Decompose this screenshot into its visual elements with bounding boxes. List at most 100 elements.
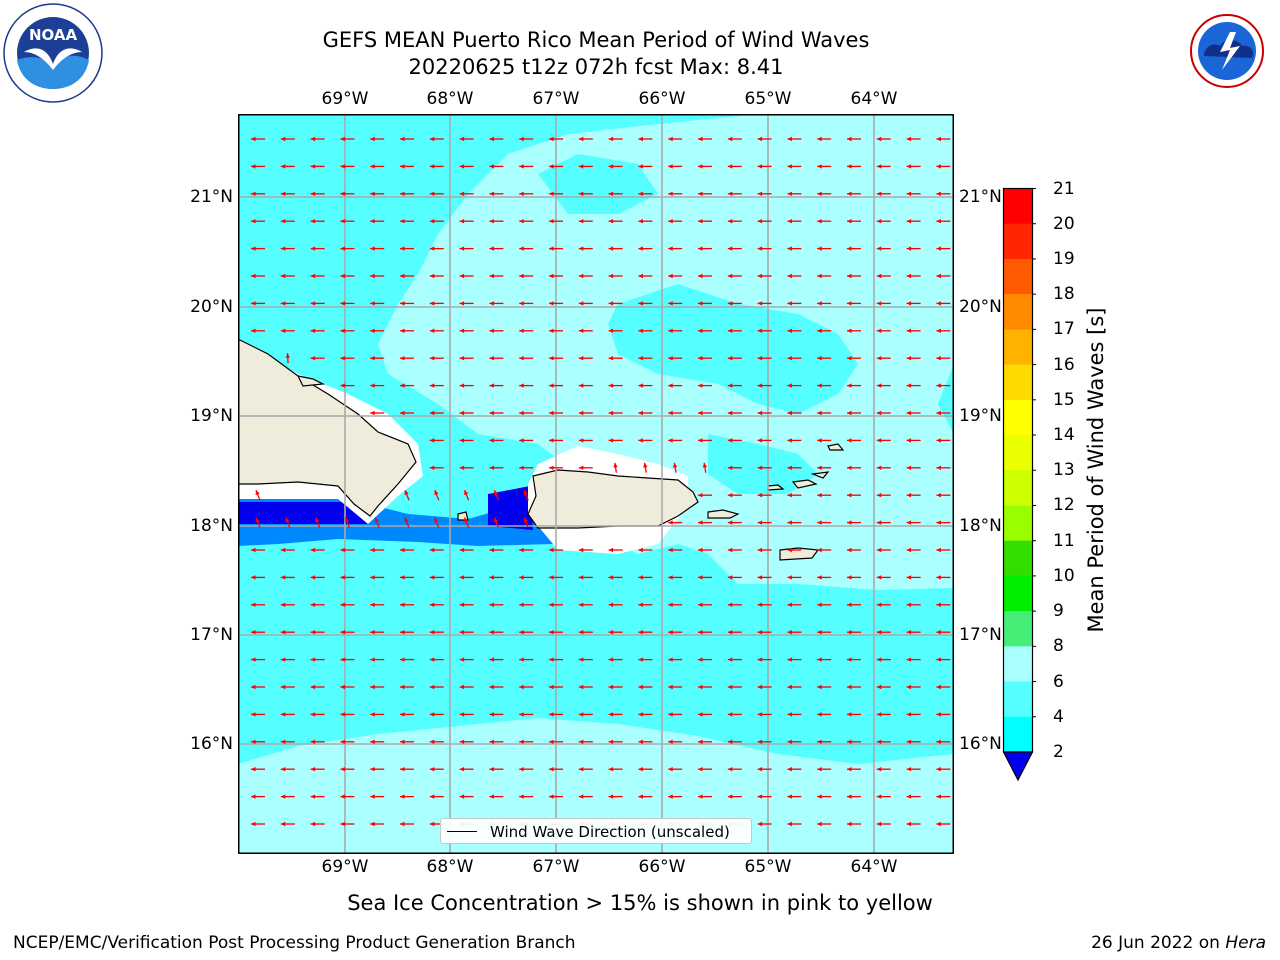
lat-label-left: 20°N (190, 297, 233, 317)
colorbar-swatch (1003, 575, 1033, 612)
wave-vector-head (251, 821, 256, 827)
wave-vector-head (817, 246, 822, 251)
chart-subtitle: 20220625 t12z 072h fcst Max: 8.41 (408, 55, 784, 79)
wave-vector-head (310, 301, 316, 306)
wave-vector-head (489, 328, 494, 333)
wave-vector-head (459, 712, 465, 717)
wave-vector-head (787, 164, 792, 169)
lon-label-bottom: 66°W (638, 857, 686, 877)
wave-vector-head (727, 246, 733, 251)
date-text: 26 Jun 2022 on (1091, 933, 1226, 953)
wave-vector-head (519, 136, 524, 142)
wave-vector-head (847, 273, 852, 279)
wave-vector-head (280, 328, 286, 333)
colorbar-swatch (1003, 364, 1033, 401)
wave-vector-head (817, 301, 822, 306)
wave-vector-head (936, 575, 941, 580)
wave-vector-head (400, 547, 405, 553)
wave-vector-head (817, 465, 822, 470)
wave-vector-head (638, 219, 643, 224)
wave-vector-head (727, 465, 733, 470)
lat-label-right: 18°N (959, 516, 1002, 536)
wave-vector-head (429, 630, 435, 635)
wave-vector-head (847, 136, 852, 142)
wave-vector-head (847, 383, 852, 388)
wave-vector-head (876, 630, 882, 635)
wave-vector-head (400, 410, 405, 416)
wave-vector-head (340, 821, 345, 827)
wave-vector-head (285, 353, 290, 358)
wave-vector-head (847, 493, 852, 498)
wave-vector-head (668, 739, 673, 744)
wave-vector-head (549, 383, 554, 388)
wave-vector-head (519, 410, 524, 416)
wave-vector-head (578, 246, 584, 251)
wave-vector-head (787, 246, 792, 251)
wave-vector-head (757, 465, 763, 470)
wave-vector-head (608, 602, 614, 607)
wave-vector-head (638, 410, 643, 416)
wave-vector-head (936, 657, 941, 662)
wave-vector-head (370, 273, 375, 279)
wave-vector-head (757, 520, 763, 525)
colorbar-level-label: 19 (1053, 248, 1075, 269)
wave-vector-head (464, 517, 469, 523)
wave-vector-head (698, 328, 703, 333)
wave-vector-head (429, 465, 435, 470)
wave-vector-head (608, 356, 614, 361)
wave-vector-head (817, 410, 822, 416)
wave-vector-head (549, 219, 554, 224)
wave-vector-head (310, 794, 316, 799)
wave-vector-head (698, 739, 703, 744)
wave-vector-head (404, 517, 409, 523)
wave-vector-head (668, 328, 673, 333)
period-field-2-4 (238, 486, 558, 546)
wave-vector-head (847, 219, 852, 224)
colorbar-level-label: 18 (1053, 284, 1075, 305)
wave-vector-head (370, 547, 375, 553)
wave-vector-head (906, 630, 912, 635)
wave-vector-head (370, 767, 375, 772)
wave-vector-head (255, 517, 260, 523)
lat-label-left: 19°N (190, 406, 233, 426)
wave-vector-head (370, 602, 375, 607)
wave-vector-head (459, 356, 465, 361)
colorbar-title: Mean Period of Wind Waves [s] (1084, 307, 1108, 633)
period-field-below-2-mona (488, 486, 533, 530)
wave-vector-head (906, 794, 912, 799)
map-panel (238, 114, 954, 854)
lat-label-left: 17°N (190, 625, 233, 645)
wave-vector-head (876, 164, 882, 169)
wave-vector-head (698, 657, 703, 662)
wave-vector-head (936, 136, 941, 142)
wave-vector-head (757, 383, 763, 388)
wave-vector-head (668, 136, 673, 142)
wave-vector-head (847, 547, 852, 553)
wave-vector-head (340, 712, 345, 717)
wave-vector-head (429, 657, 435, 662)
wave-vector-head (757, 767, 763, 772)
wave-vector-head (936, 246, 941, 251)
wave-vector-head (727, 410, 733, 416)
wave-vector-head (400, 136, 405, 142)
wave-vector-head (340, 602, 345, 607)
wave-vector-head (638, 767, 643, 772)
lat-label-left: 21°N (190, 187, 233, 207)
wave-vector-head (519, 575, 524, 580)
wave-vector-head (400, 575, 405, 580)
wave-vector-head (817, 767, 822, 772)
wave-vector-head (876, 575, 882, 580)
wave-vector-head (608, 383, 614, 388)
wave-vector-head (876, 739, 882, 744)
wave-vector-head (489, 794, 494, 799)
wave-vector-head (464, 490, 469, 496)
wave-vector-head (608, 410, 614, 416)
wave-vector-head (280, 164, 286, 169)
wave-vector-head (549, 575, 554, 580)
lon-label-top: 67°W (532, 89, 580, 109)
wave-vector-head (727, 712, 733, 717)
wave-vector-head (578, 602, 584, 607)
wave-vector-head (727, 547, 733, 553)
chart-title: GEFS MEAN Puerto Rico Mean Period of Win… (322, 28, 870, 52)
wave-vector-head (400, 794, 405, 799)
